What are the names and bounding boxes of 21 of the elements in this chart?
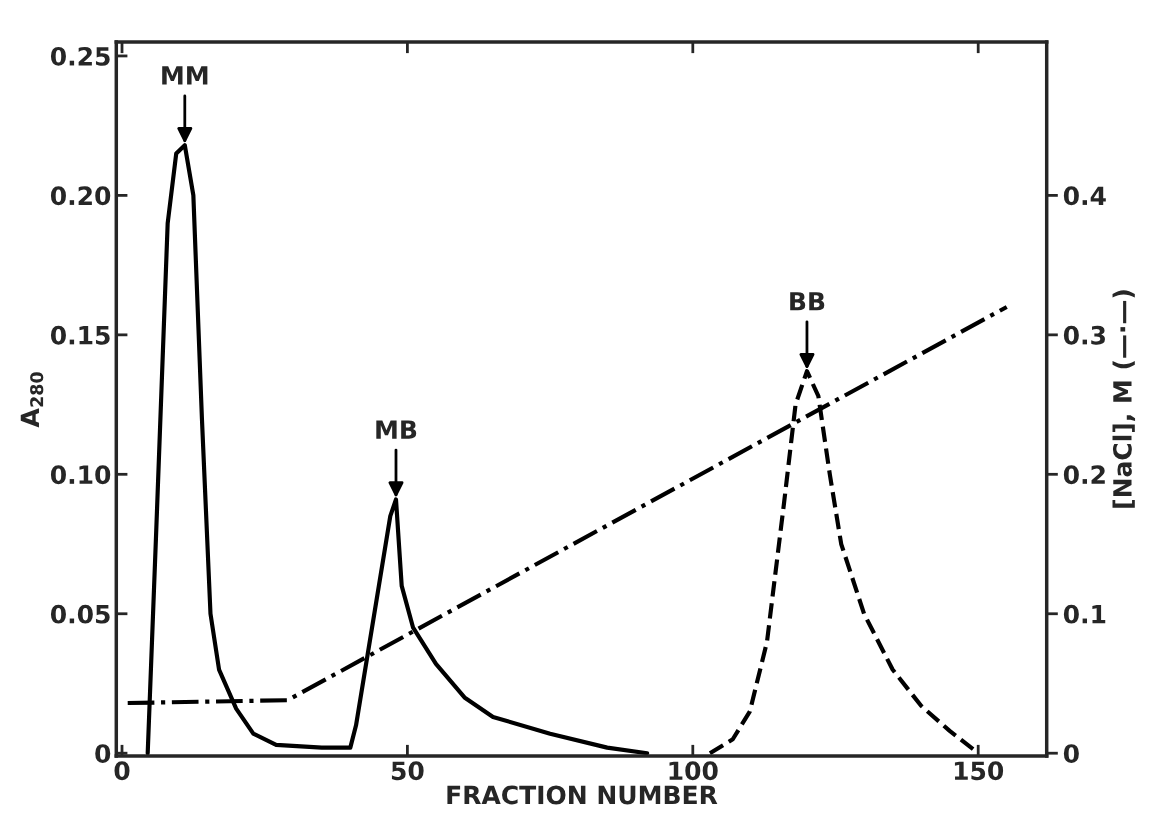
y2-tick-label: 0.3 xyxy=(1063,325,1105,345)
x-axis-title: FRACTION NUMBER xyxy=(447,785,718,805)
y-tick-label: 0.10 xyxy=(50,465,111,485)
annotation: MB xyxy=(376,420,417,439)
y-axis-title: A$_{280}$ xyxy=(20,372,44,428)
y2-tick-label: 0 xyxy=(1063,744,1079,764)
y2-tick-label: 0.4 xyxy=(1063,186,1106,206)
y-tick-label: 0 xyxy=(95,744,111,764)
x-tick-label: 0 xyxy=(114,761,130,781)
x-tick-label: 100 xyxy=(669,761,718,781)
y-tick-label: 0.20 xyxy=(50,186,111,206)
y-tick-label: 0.15 xyxy=(50,325,110,345)
y-tick-label: 0.05 xyxy=(50,604,110,624)
x-tick-label: 150 xyxy=(954,761,1004,781)
annotation: MM xyxy=(162,66,208,85)
x-tick-label: 50 xyxy=(391,761,424,781)
y2-tick-label: 0.2 xyxy=(1063,465,1105,485)
y-tick-label: 0.25 xyxy=(50,46,110,66)
y2-axis-title: [NaCl], M (—·—) xyxy=(1112,290,1136,508)
y2-tick-label: 0.1 xyxy=(1063,604,1106,624)
annotation: BB xyxy=(790,292,825,311)
